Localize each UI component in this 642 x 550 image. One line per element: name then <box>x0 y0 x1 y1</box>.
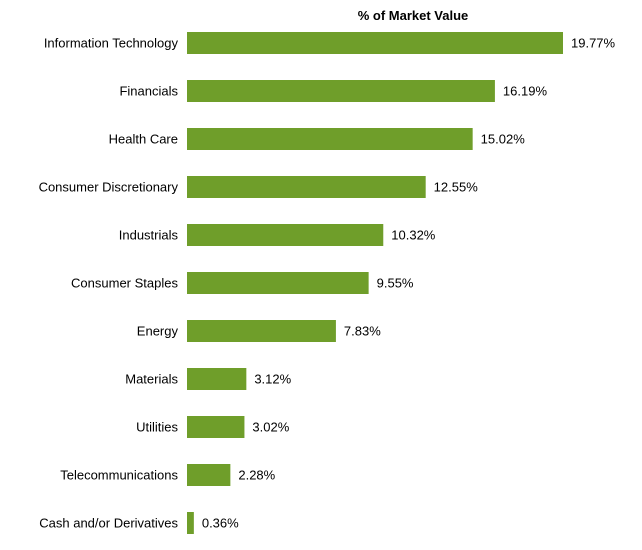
category-label: Industrials <box>119 228 179 243</box>
bar <box>187 416 245 438</box>
category-label: Financials <box>119 84 178 99</box>
category-label: Cash and/or Derivatives <box>39 516 178 531</box>
bar <box>187 128 473 150</box>
bar <box>187 368 247 390</box>
value-label: 12.55% <box>434 180 479 195</box>
chart-title: % of Market Value <box>358 8 469 23</box>
bar <box>187 224 384 246</box>
bar <box>187 176 426 198</box>
bar <box>187 464 231 486</box>
category-label: Health Care <box>109 132 178 147</box>
category-label: Consumer Discretionary <box>39 180 179 195</box>
value-label: 19.77% <box>571 36 616 51</box>
category-label: Telecommunications <box>60 468 178 483</box>
value-label: 16.19% <box>503 84 548 99</box>
value-label: 3.02% <box>252 420 289 435</box>
value-label: 2.28% <box>238 468 275 483</box>
category-label: Energy <box>137 324 179 339</box>
value-label: 0.36% <box>202 516 239 531</box>
bar <box>187 32 563 54</box>
bar <box>187 272 369 294</box>
value-label: 3.12% <box>254 372 291 387</box>
category-label: Utilities <box>136 420 178 435</box>
category-label: Information Technology <box>44 36 179 51</box>
value-label: 10.32% <box>391 228 436 243</box>
bar <box>187 80 495 102</box>
value-label: 15.02% <box>481 132 526 147</box>
bar <box>187 320 336 342</box>
category-label: Materials <box>125 372 178 387</box>
value-label: 7.83% <box>344 324 381 339</box>
value-label: 9.55% <box>377 276 414 291</box>
category-label: Consumer Staples <box>71 276 178 291</box>
bar <box>187 512 194 534</box>
